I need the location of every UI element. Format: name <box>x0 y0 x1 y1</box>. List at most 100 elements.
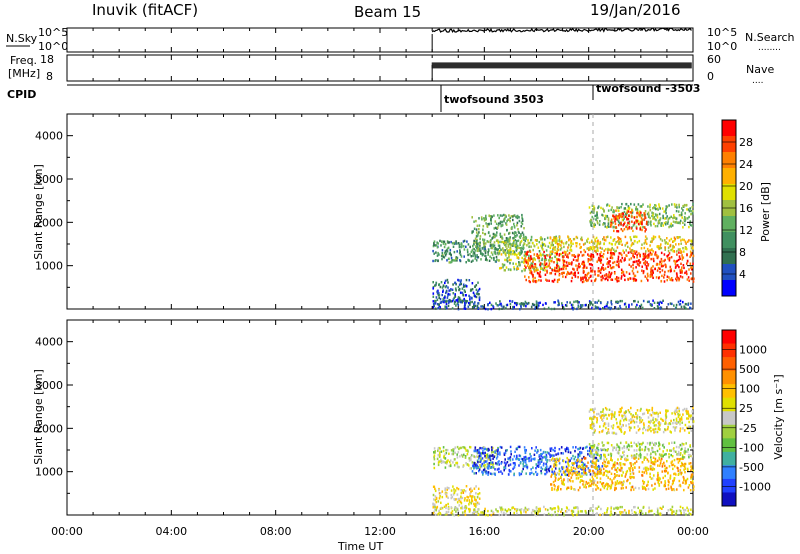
heatmap-cell <box>516 267 518 270</box>
heatmap-cell <box>610 272 612 276</box>
heatmap-cell <box>511 226 513 229</box>
heatmap-cell <box>633 476 635 479</box>
heatmap-cell <box>514 301 516 305</box>
heatmap-cell <box>637 203 640 206</box>
heatmap-cell <box>494 473 496 476</box>
heatmap-cell <box>623 446 626 449</box>
heatmap-cell <box>629 247 631 250</box>
heatmap-cell <box>524 458 527 461</box>
heatmap-cell <box>671 460 674 463</box>
heatmap-cell <box>690 477 692 480</box>
heatmap-cell <box>651 466 653 469</box>
heatmap-cell <box>588 469 591 473</box>
heatmap-cell <box>592 483 595 486</box>
heatmap-cell <box>534 263 536 266</box>
heatmap-cell <box>460 506 462 510</box>
heatmap-cell <box>477 460 479 464</box>
heatmap-cell <box>456 302 459 305</box>
heatmap-cell <box>580 276 582 280</box>
heatmap-cell <box>649 413 652 416</box>
heatmap-cell <box>569 479 572 483</box>
velocity-frame <box>66 319 694 516</box>
heatmap-cell <box>438 303 440 307</box>
heatmap-cell <box>567 447 569 450</box>
colorbar-swatch <box>722 120 736 137</box>
heatmap-cell <box>561 508 563 511</box>
heatmap-cell <box>679 420 681 423</box>
heatmap-cell <box>434 513 437 516</box>
heatmap-cell <box>506 449 508 452</box>
heatmap-cell <box>567 480 569 483</box>
heatmap-cell <box>522 246 525 250</box>
heatmap-cell <box>474 257 476 260</box>
heatmap-cell <box>524 237 526 240</box>
heatmap-cell <box>619 419 622 423</box>
heatmap-cell <box>490 462 492 466</box>
heatmap-cell <box>597 412 600 416</box>
heatmap-cell <box>665 409 667 413</box>
heatmap-cell <box>609 307 612 311</box>
heatmap-cell <box>675 426 678 429</box>
heatmap-cell <box>589 509 592 512</box>
heatmap-cell <box>438 455 441 458</box>
heatmap-cell <box>609 223 612 227</box>
heatmap-cell <box>612 266 615 269</box>
heatmap-cell <box>629 236 632 239</box>
heatmap-cell <box>536 451 538 454</box>
heatmap-cell <box>563 470 566 474</box>
heatmap-cell <box>554 449 556 453</box>
heatmap-cell <box>647 460 650 463</box>
heatmap-cell <box>474 295 476 298</box>
heatmap-cell <box>456 242 458 245</box>
heatmap-cell <box>614 466 616 469</box>
heatmap-cell <box>596 307 599 310</box>
heatmap-cell <box>631 445 633 448</box>
heatmap-cell <box>676 264 679 267</box>
heatmap-cell <box>473 510 475 514</box>
heatmap-cell <box>599 268 602 271</box>
heatmap-cell <box>487 464 490 467</box>
heatmap-cell <box>553 463 555 466</box>
heatmap-cell <box>486 471 488 474</box>
heatmap-cell <box>475 492 477 495</box>
heatmap-cell <box>493 244 496 247</box>
heatmap-cell <box>614 222 617 226</box>
heatmap-cell <box>681 254 683 257</box>
heatmap-cell <box>628 444 630 447</box>
heatmap-cell <box>540 457 542 460</box>
heatmap-cell <box>478 460 481 463</box>
heatmap-cell <box>681 447 683 451</box>
heatmap-cell <box>583 466 585 469</box>
heatmap-cell <box>596 485 598 488</box>
heatmap-cell <box>643 242 646 245</box>
heatmap-cell <box>645 267 648 270</box>
heatmap-cell <box>488 259 491 262</box>
heatmap-cell <box>495 239 498 242</box>
heatmap-cell <box>482 231 484 235</box>
heatmap-cell <box>578 454 581 457</box>
heatmap-cell <box>530 459 532 462</box>
heatmap-cell <box>432 281 434 284</box>
heatmap-cell <box>547 512 550 516</box>
heatmap-cell <box>527 257 530 260</box>
heatmap-cell <box>553 307 556 311</box>
heatmap-cell <box>441 240 443 243</box>
heatmap-cell <box>524 275 526 278</box>
heatmap-cell <box>444 457 447 460</box>
heatmap-cell <box>490 466 492 469</box>
heatmap-cell <box>504 451 507 455</box>
heatmap-cell <box>451 288 454 291</box>
heatmap-cell <box>691 224 693 227</box>
heatmap-cell <box>544 456 547 459</box>
heatmap-cell <box>685 242 687 245</box>
heatmap-cell <box>500 266 502 270</box>
heatmap-cell <box>672 244 674 248</box>
heatmap-cell <box>649 251 652 255</box>
heatmap-cell <box>570 476 573 479</box>
heatmap-cell <box>462 283 465 286</box>
heatmap-cell <box>678 277 681 281</box>
heatmap-cell <box>441 506 444 510</box>
heatmap-cell <box>617 482 620 485</box>
heatmap-cell <box>671 510 674 514</box>
heatmap-cell <box>456 445 459 449</box>
